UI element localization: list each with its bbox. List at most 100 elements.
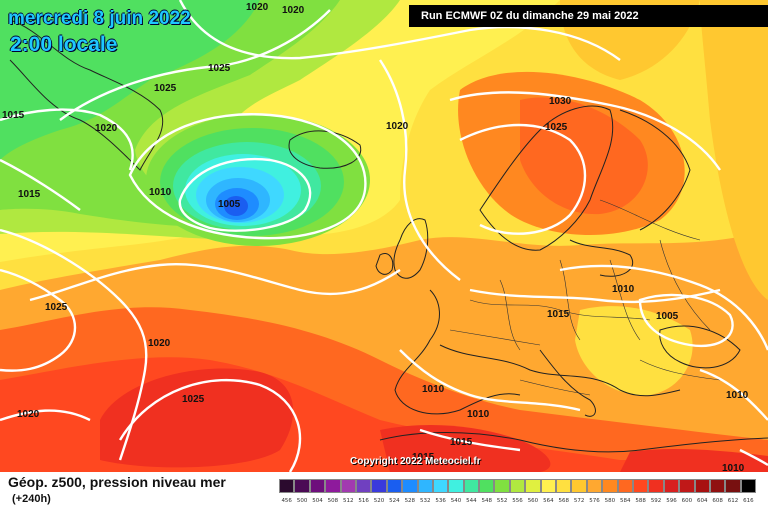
scale-swatch (617, 479, 633, 493)
field-low-core (224, 196, 248, 216)
isobar-label: 1020 (386, 121, 409, 132)
color-scale (279, 479, 757, 493)
scale-swatch (386, 479, 403, 493)
isobar-1015-africa (419, 428, 521, 452)
scale-label: 592 (650, 498, 662, 504)
isobar-label: 1005 (656, 311, 679, 322)
field-band-red-africa-east (620, 449, 768, 472)
forecast-date: mercredi 8 juin 2022 (8, 8, 191, 29)
isobar-label: 1010 (422, 384, 445, 395)
isobar-1010-africa (739, 448, 768, 467)
color-scale-labels: 456 500 504 508 512 516 520 524 528 532 536 540 544 5… (279, 498, 756, 504)
isobar-label: 1010 (612, 284, 635, 295)
isobar-label: 1015 (2, 110, 25, 121)
isobar-1015-west (0, 158, 81, 211)
copyright-text: Copyright 2022 Meteociel.fr (350, 456, 481, 467)
coast-africa (379, 432, 768, 453)
scale-label: 500 (296, 498, 308, 504)
isobar-label: 1025 (154, 83, 177, 94)
country-borders (449, 199, 721, 396)
scale-swatch (709, 479, 726, 493)
scale-swatch (602, 479, 618, 493)
scale-swatch (325, 479, 341, 493)
coast-uk (393, 218, 429, 279)
legend-footer: Géop. z500, pression niveau mer (+240h) … (0, 472, 768, 512)
coast-baltic (569, 239, 633, 277)
isobar-label: 1025 (182, 394, 205, 405)
scale-label: 600 (681, 498, 693, 504)
isobar-label: 1025 (208, 63, 231, 74)
scale-swatch (494, 479, 510, 493)
coast-finland (619, 109, 691, 231)
scale-label: 596 (666, 498, 677, 504)
isobar-label: 1020 (17, 409, 40, 420)
isobar-1010-low (128, 113, 367, 240)
scale-label: 520 (373, 498, 385, 504)
isobar-label: 1020 (282, 5, 305, 16)
isobar-label: 1025 (545, 122, 568, 133)
scale-swatch (632, 479, 649, 493)
scale-swatch (279, 479, 295, 493)
scale-label: 560 (527, 498, 539, 504)
isobar-label: 1015 (18, 189, 41, 200)
scale-label: 552 (496, 498, 508, 504)
isobar-1015-mid (29, 263, 401, 302)
isobar-label: 1015 (547, 309, 570, 320)
scale-label: 536 (435, 498, 446, 504)
scale-label: 608 (712, 498, 723, 504)
scale-label: 616 (743, 498, 754, 504)
isobar-1020-north (178, 0, 621, 61)
coast-scandinavia (479, 105, 614, 251)
run-info-box: Run ECMWF 0Z du dimanche 29 mai 2022 (409, 5, 768, 27)
scale-swatch (309, 479, 326, 493)
isobar-label: 1020 (246, 2, 269, 13)
scale-label: 548 (481, 498, 493, 504)
scale-swatch (648, 479, 664, 493)
isobar-1010-east (559, 264, 768, 351)
isobar-label: 1010 (467, 409, 490, 420)
isobar-labels: 1020 1020 1025 1025 1015 1020 1020 1010 … (2, 2, 749, 472)
scale-label: 544 (466, 498, 477, 504)
scale-label: 540 (450, 498, 462, 504)
field-band-red-africa (380, 425, 551, 472)
field-band-yellow-balkans (575, 306, 693, 396)
scale-swatch (417, 479, 433, 493)
field-band-lightorange-east (700, 0, 768, 300)
scale-label: 568 (558, 498, 569, 504)
scale-swatch (448, 479, 464, 493)
scale-swatch (432, 479, 449, 493)
isobar-1010-med (399, 349, 581, 412)
scale-swatch (402, 479, 418, 493)
scale-label: 508 (327, 498, 339, 504)
coast-med-north (439, 344, 681, 397)
isobar-label: 1025 (45, 302, 68, 313)
scale-label: 604 (696, 498, 708, 504)
scale-swatch (509, 479, 526, 493)
coast-black-sea (659, 325, 741, 369)
weather-map: 1020 1020 1025 1025 1015 1020 1020 1010 … (0, 0, 768, 472)
isobar-label: 1030 (549, 96, 572, 107)
scale-label: 528 (404, 498, 416, 504)
isobar-1010-levant (699, 368, 768, 421)
scale-label: 504 (312, 498, 323, 504)
scale-swatch (694, 479, 710, 493)
scale-swatch (525, 479, 541, 493)
scale-swatch (371, 479, 387, 493)
legend-title: Géop. z500, pression niveau mer (8, 474, 226, 490)
scale-swatch (679, 479, 695, 493)
isobar-lines (0, 0, 768, 472)
scale-swatch (355, 479, 372, 493)
isobar-label: 1020 (95, 123, 118, 134)
scale-label: 572 (573, 498, 585, 504)
scale-swatch (571, 479, 587, 493)
isobar-1020-mid (0, 228, 148, 461)
isobar-1005-low (178, 157, 312, 232)
scale-label: 564 (543, 498, 554, 504)
isobar-1025-scand (459, 123, 587, 235)
scale-label: 556 (512, 498, 523, 504)
field-band-red-atlantic (100, 368, 294, 468)
coast-ireland (375, 253, 394, 275)
legend-subtitle: (+240h) (12, 493, 51, 505)
scale-label: 588 (635, 498, 646, 504)
coastlines (9, 19, 768, 453)
